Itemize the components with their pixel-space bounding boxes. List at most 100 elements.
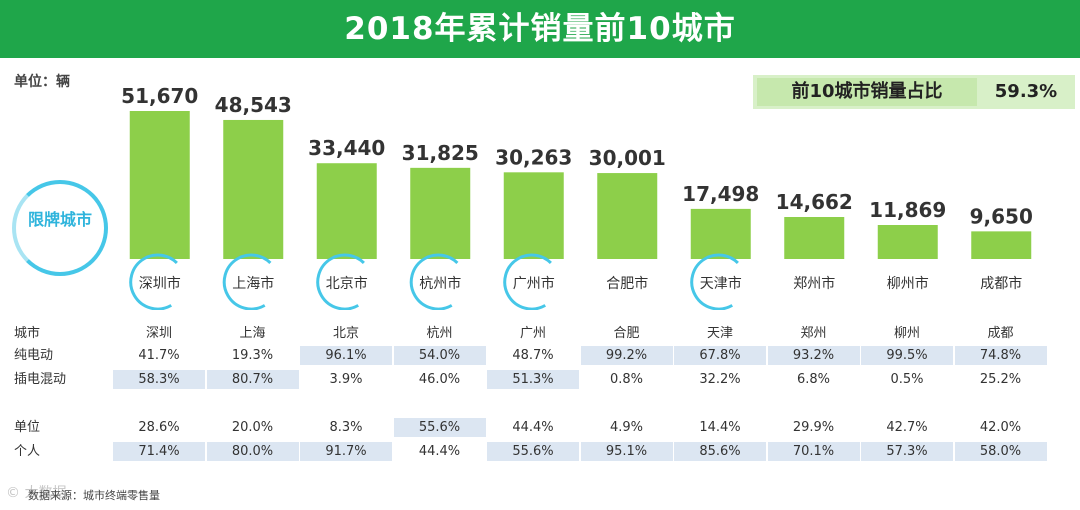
table-cell: 54.0% — [393, 346, 486, 365]
table-cell: 70.1% — [767, 442, 860, 461]
restricted-circle — [316, 253, 374, 310]
table-cell: 93.2% — [767, 346, 860, 365]
table-cell: 8.3% — [329, 420, 363, 435]
table-cell: 25.2% — [979, 372, 1022, 387]
bar-4 — [503, 172, 564, 259]
table-cell: 80.7% — [206, 370, 299, 389]
row-label: 纯电动 — [14, 348, 54, 363]
table-cell: 4.9% — [609, 420, 644, 435]
bar-2 — [316, 163, 377, 259]
table-cell: 58.0% — [954, 442, 1047, 461]
table-cell: 85.6% — [674, 442, 766, 461]
table-cell: 41.7% — [138, 348, 180, 363]
bar-8 — [877, 225, 938, 259]
category-label: 郑州市 — [793, 275, 835, 292]
restricted-circle — [503, 253, 561, 310]
table-cell: 32.2% — [699, 372, 741, 387]
unit-label: 单位：辆 — [14, 74, 70, 90]
bar-3 — [410, 167, 471, 259]
restricted-badge-circle — [12, 180, 108, 276]
category-label: 合肥市 — [606, 275, 648, 292]
table-cell: 20.0% — [231, 420, 274, 435]
table-cell: 74.8% — [954, 346, 1047, 365]
table-cell: 天津 — [706, 326, 733, 341]
category-label: 杭州市 — [419, 275, 461, 292]
table-cell: 67.8% — [674, 346, 766, 365]
value-label: 30,001 — [589, 146, 666, 170]
table-cell: 成都 — [987, 326, 1014, 341]
table-cell: 杭州 — [426, 326, 453, 341]
category-label: 广州市 — [513, 275, 555, 292]
table-row: 纯电动 41.7% 19.3% 96.1% 54.0% 48.7% 99.2% 67.8% 93… — [0, 346, 1080, 365]
table-cell: 99.2% — [580, 346, 673, 365]
table-header-row: 城市 深圳 上海 北京 杭州 广州 合肥 天津 郑州 柳州 成都 — [0, 324, 1080, 343]
table-cell: 0.5% — [890, 372, 924, 387]
table-cell: 29.9% — [792, 420, 835, 435]
table-cell: 99.5% — [861, 346, 953, 365]
value-label: 17,498 — [682, 182, 759, 206]
category-label: 成都市 — [980, 275, 1022, 292]
category-label: 北京市 — [326, 275, 368, 292]
bar-7 — [784, 217, 845, 259]
value-label: 31,825 — [402, 141, 479, 165]
row-label: 插电混动 — [14, 372, 67, 387]
bar-5 — [597, 173, 658, 259]
table-cell: 95.1% — [580, 442, 673, 461]
value-label: 30,263 — [495, 145, 572, 169]
table-cell: 28.6% — [138, 420, 180, 435]
value-label: 48,543 — [215, 93, 292, 117]
table-cell: 91.7% — [300, 442, 392, 461]
restricted-circle — [129, 253, 187, 310]
table-cell: 0.8% — [609, 372, 644, 387]
table-cell: 郑州 — [800, 326, 827, 341]
table-cell: 北京 — [332, 326, 359, 341]
table-cell: 上海 — [239, 326, 266, 341]
table-cell: 44.4% — [418, 444, 461, 459]
value-label: 51,670 — [121, 84, 198, 108]
table-cell: 3.9% — [329, 372, 363, 387]
share-box: 前10城市销量占比 59.3% — [753, 75, 1075, 109]
value-label: 33,440 — [308, 136, 385, 160]
source-note: 数据来源：城市终端零售量 — [28, 489, 160, 502]
category-label: 上海市 — [232, 275, 274, 292]
table-cell: 44.4% — [512, 420, 554, 435]
value-label: 11,869 — [869, 198, 946, 222]
value-label: 9,650 — [970, 204, 1033, 228]
table-cell: 合肥 — [613, 326, 640, 341]
table-cell: 6.8% — [796, 372, 831, 387]
category-label: 深圳市 — [139, 275, 181, 292]
table-cell: 46.0% — [418, 372, 461, 387]
row-label: 个人 — [14, 444, 41, 459]
table-cell: 57.3% — [861, 442, 953, 461]
restricted-circle — [409, 253, 467, 310]
bar-1 — [223, 119, 284, 260]
table-cell: 深圳 — [145, 326, 172, 341]
restricted-circle — [222, 253, 280, 310]
table-cell: 55.6% — [487, 442, 579, 461]
bar-chart: 51,670 深圳市 48,543 上海市 33,440 北京市 31,825 杭州市 30,2… — [121, 84, 1033, 310]
table-cell: 广州 — [519, 326, 546, 341]
table-cell: 55.6% — [393, 418, 486, 437]
table-row: 单位 28.6% 20.0% 8.3% 55.6% 44.4% 4.9% 14.4% 29.9%… — [0, 418, 1080, 437]
table-cell: 51.3% — [487, 370, 579, 389]
table-row: 个人 71.4% 80.0% 91.7% 44.4% 55.6% 95.1% 85.6% 70.… — [0, 442, 1080, 461]
table-row: 插电混动 58.3% 80.7% 3.9% 46.0% 51.3% 0.8% 32.2% 6.8… — [0, 370, 1080, 389]
bar-6 — [690, 208, 751, 259]
share-label: 前10城市销量占比 — [757, 78, 977, 106]
restricted-badge-label: 限牌城市 — [27, 210, 92, 229]
table-cell: 42.0% — [979, 420, 1022, 435]
table-cell: 19.3% — [231, 348, 274, 363]
table-cell: 42.7% — [886, 420, 928, 435]
bar-0 — [129, 111, 190, 259]
value-label: 14,662 — [776, 190, 853, 214]
share-value: 59.3% — [994, 81, 1058, 102]
table-cell: 96.1% — [300, 346, 392, 365]
page-title: 2018年累计销量前10城市 — [0, 0, 1080, 58]
table-cell: 柳州 — [893, 326, 920, 341]
restricted-circle — [690, 253, 748, 310]
watermark: © 大数据 — [6, 485, 67, 501]
table-cell: 48.7% — [512, 348, 554, 363]
table-cell: 58.3% — [113, 370, 205, 389]
table-cell: 80.0% — [206, 442, 299, 461]
table-cell: 71.4% — [113, 442, 205, 461]
